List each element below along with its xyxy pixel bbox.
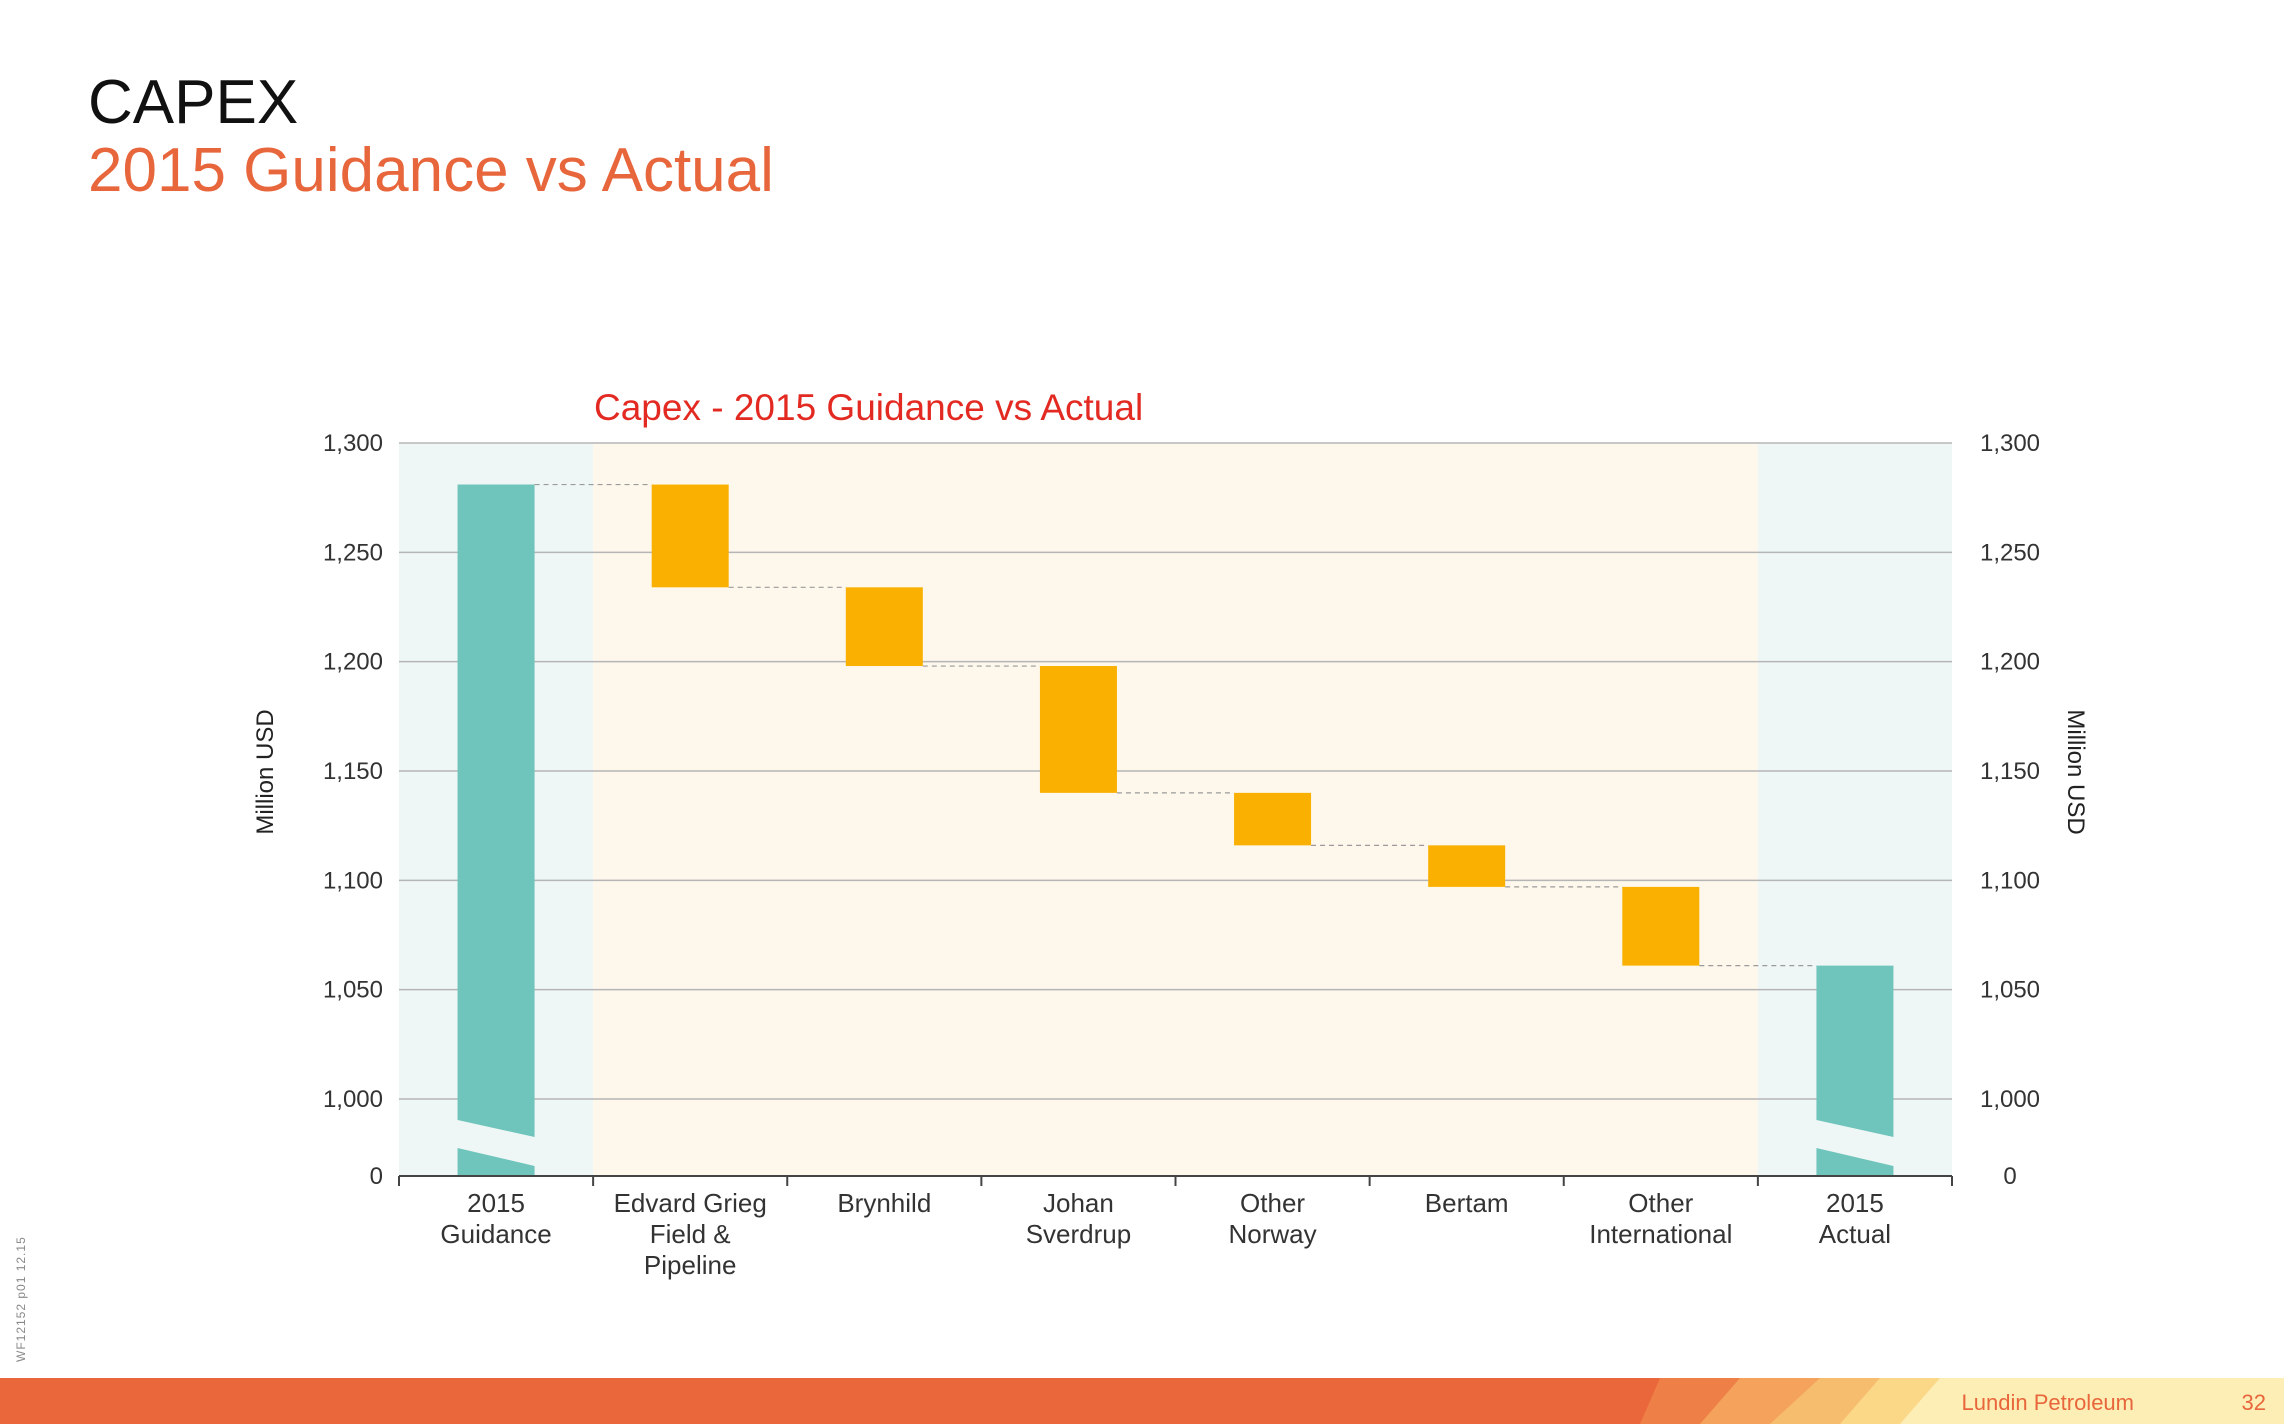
y-tick-label-left: 1,250 [323,539,383,566]
step-bar [1234,792,1312,846]
x-category-label: Bertam [1425,1188,1509,1218]
x-category-label-line: International [1589,1219,1732,1249]
step-bar [845,587,923,667]
y-tick-label-right: 1,250 [1980,539,2040,566]
step-bar [651,484,729,588]
x-category-label-line: 2015 [467,1188,525,1218]
y-tick-label-right: 1,100 [1980,867,2040,894]
y-tick-label-right: 1,300 [1980,430,2040,457]
y-tick-label-left: 1,050 [323,977,383,1004]
slide-subtitle: 2015 Guidance vs Actual [88,136,774,205]
y-tick-label-left: 0 [370,1163,383,1190]
x-category-label-line: Brynhild [837,1188,931,1218]
total-bar-upper [1816,965,1894,1137]
band-steps [593,443,1758,1176]
x-category-label-line: Field & [650,1219,731,1249]
x-category-label-line: Sverdrup [1026,1219,1132,1249]
y-tick-label-right: 1,200 [1980,649,2040,676]
x-category-label-line: Pipeline [644,1250,737,1280]
x-category-label-line: Guidance [440,1219,551,1249]
y-axis-title-right: Million USD [2062,709,2089,834]
x-category-label: Edvard Grieg Field & Pipeline [614,1188,767,1280]
y-tick-label-right: 0 [2003,1163,2016,1190]
x-category-label: Brynhild [837,1188,931,1218]
footer-bar: Lundin Petroleum 32 [0,1378,2284,1424]
axis-labels: 0 0 1,000 1,000 1,050 1,050 1,100 1,100 1,150 1,1… [323,430,2040,1280]
total-bar-lower [1816,1148,1894,1176]
y-tick-label-right: 1,000 [1980,1086,2040,1113]
bars [457,484,1894,1176]
slide-title: CAPEX [88,68,299,137]
x-category-label-line: Johan [1043,1188,1114,1218]
x-category-label: Other International [1589,1188,1732,1249]
x-category-label-line: Actual [1819,1219,1891,1249]
y-tick-label-right: 1,150 [1980,758,2040,785]
axes [398,1175,1953,1186]
y-tick-label-right: 1,050 [1980,977,2040,1004]
total-bar-lower [457,1148,535,1176]
y-tick-label-left: 1,300 [323,430,383,457]
y-tick-label-left: 1,200 [323,649,383,676]
document-code: WF12152 p01 12.15 [14,1236,28,1362]
y-tick-label-left: 1,000 [323,1086,383,1113]
x-category-label-line: Other [1628,1188,1693,1218]
x-category-label-line: Norway [1228,1219,1316,1249]
connector-lines [534,483,1817,967]
footer-decoration [1640,1378,2284,1424]
x-category-label: 2015 Actual [1819,1188,1891,1249]
footer-brand: Lundin Petroleum [1961,1390,2134,1415]
chart-title: Capex - 2015 Guidance vs Actual [594,387,1143,428]
x-category-label-line: Other [1240,1188,1305,1218]
x-category-label-line: Bertam [1425,1188,1509,1218]
x-category-label: Johan Sverdrup [1026,1188,1132,1249]
y-tick-label-left: 1,100 [323,867,383,894]
step-bar [1039,666,1117,793]
y-tick-label-left: 1,150 [323,758,383,785]
x-category-label-line: 2015 [1826,1188,1884,1218]
x-category-label: Other Norway [1228,1188,1316,1249]
step-bar [1428,845,1506,887]
total-bar-upper [457,484,535,1138]
y-axis-title-left: Million USD [252,709,279,834]
page-number: 32 [2241,1390,2266,1415]
step-bar [1622,886,1700,966]
x-category-label-line: Edvard Grieg [614,1188,767,1218]
waterfall-chart: 0 0 1,000 1,000 1,050 1,050 1,100 1,100 1,150 1,1… [252,387,2089,1280]
x-category-label: 2015 Guidance [440,1188,551,1249]
